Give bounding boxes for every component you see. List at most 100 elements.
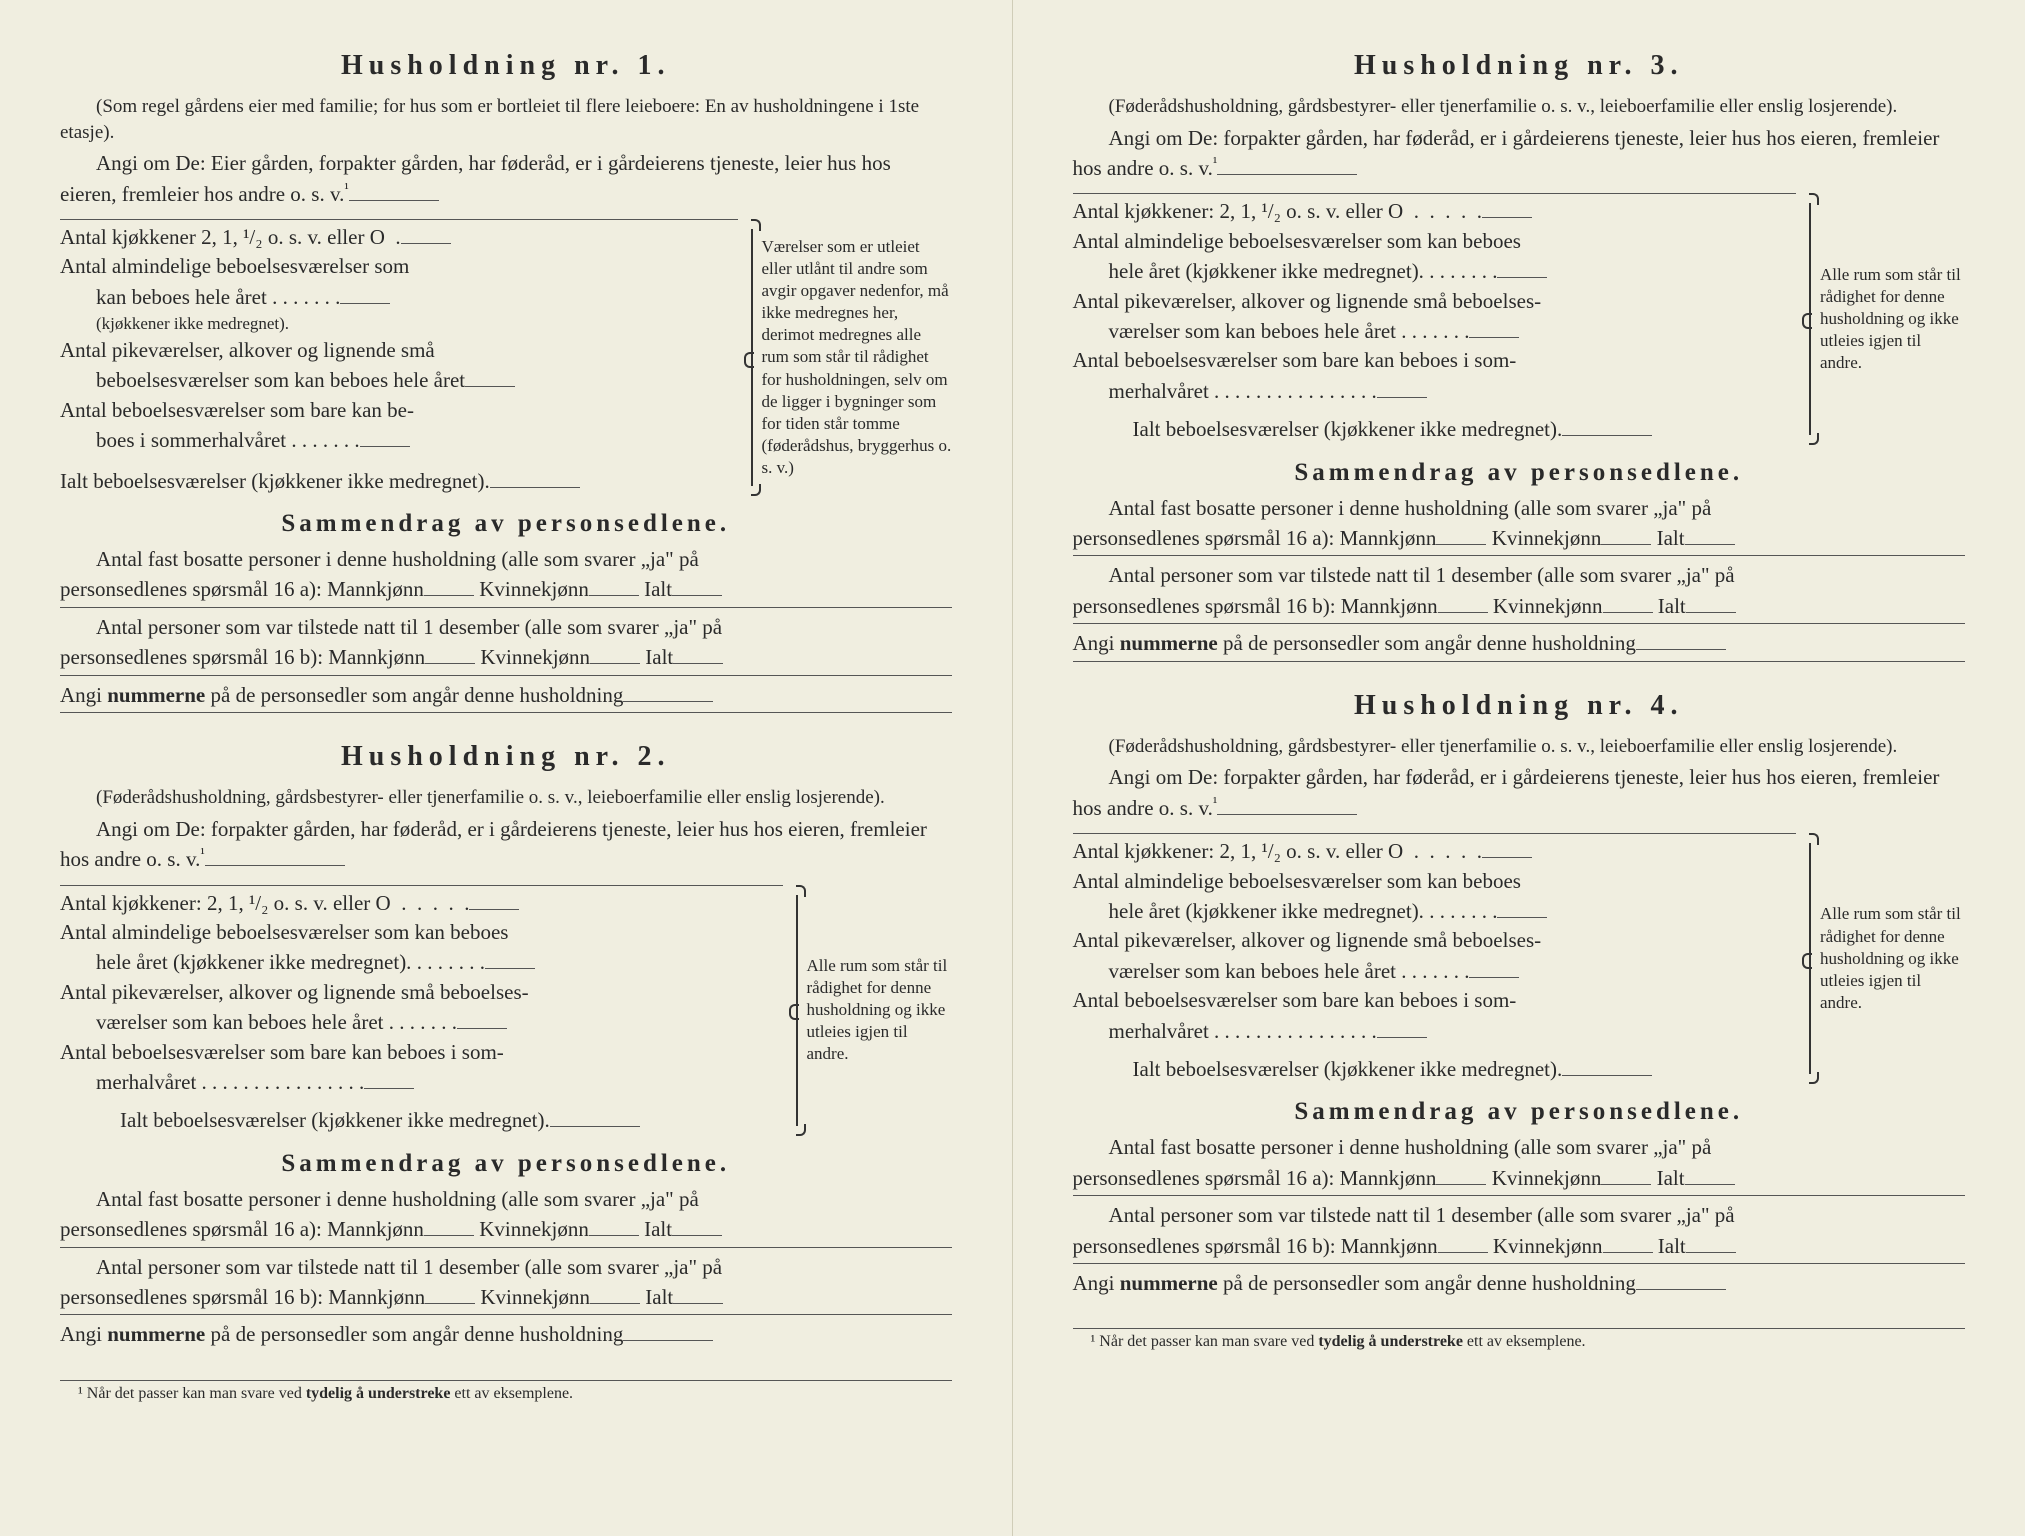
summary-fill: personsedlenes spørsmål 16 b): Mannkjønn…: [60, 642, 952, 675]
blank-field[interactable]: [1686, 591, 1736, 613]
household-3: Husholdning nr. 3. (Føderådshusholdning,…: [1073, 50, 1966, 662]
hh4-room-block: Antal kjøkkener: 2, 1, ¹/₂ o. s. v. elle…: [1073, 833, 1966, 1084]
text: Angi om De: forpakter gården, har føderå…: [1073, 765, 1940, 819]
blank-field[interactable]: [672, 574, 722, 596]
blank-field[interactable]: [469, 888, 519, 910]
blank-field[interactable]: [672, 1214, 722, 1236]
hh3-sidenote: Alle rum som står til rådighet for denne…: [1796, 193, 1965, 444]
blank-field[interactable]: [589, 1214, 639, 1236]
text: kan beboes hele året: [96, 285, 267, 309]
blank-field[interactable]: [1601, 523, 1651, 545]
room-row: værelser som kan beboes hele året: [1073, 316, 1797, 346]
blank-field[interactable]: [1636, 628, 1726, 650]
blank-field[interactable]: [1601, 1163, 1651, 1185]
text: personsedlenes spørsmål 16 a): Mannkjønn: [1073, 526, 1437, 550]
blank-field[interactable]: [485, 947, 535, 969]
blank-field[interactable]: [1603, 591, 1653, 613]
text: Antal almindelige beboelsesværelser som …: [1073, 869, 1521, 893]
text: personsedlenes spørsmål 16 a): Mannkjønn: [1073, 1166, 1437, 1190]
blank-field[interactable]: [205, 844, 345, 866]
blank-field[interactable]: [1217, 793, 1357, 815]
blank-field[interactable]: [349, 179, 439, 201]
sidenote-text: Alle rum som står til rådighet for denne…: [1820, 903, 1965, 1013]
text: Antal almindelige beboelsesværelser som: [60, 254, 409, 278]
household-4: Husholdning nr. 4. (Føderådshusholdning,…: [1073, 690, 1966, 1301]
blank-field[interactable]: [589, 574, 639, 596]
blank-field[interactable]: [1436, 523, 1486, 545]
blank-field[interactable]: [623, 1319, 713, 1341]
blank-field[interactable]: [1685, 523, 1735, 545]
blank-field[interactable]: [1469, 316, 1519, 338]
room-row: værelser som kan beboes hele året: [60, 1007, 783, 1037]
blank-field[interactable]: [424, 574, 474, 596]
blank-field[interactable]: [425, 1282, 475, 1304]
text: Kvinnekjønn: [1493, 1234, 1603, 1258]
blank-field[interactable]: [1482, 836, 1532, 858]
blank-field[interactable]: [673, 1282, 723, 1304]
room-row: Antal almindelige beboelsesværelser som …: [1073, 867, 1797, 896]
blank-field[interactable]: [1377, 376, 1427, 398]
blank-field[interactable]: [590, 642, 640, 664]
text-bold: nummerne: [107, 1322, 205, 1346]
blank-field[interactable]: [1562, 1054, 1652, 1076]
blank-field[interactable]: [1562, 414, 1652, 436]
blank-field[interactable]: [457, 1007, 507, 1029]
blank-field[interactable]: [424, 1214, 474, 1236]
text: Kvinnekjønn: [1492, 526, 1602, 550]
text-bold: tydelig å understreke: [1318, 1333, 1463, 1350]
page-right: Husholdning nr. 3. (Føderådshusholdning,…: [1013, 0, 2025, 1536]
blank-field[interactable]: [401, 222, 451, 244]
blank-field[interactable]: [673, 642, 723, 664]
text: Antal beboelsesværelser som bare kan beb…: [60, 1040, 504, 1064]
blank-field[interactable]: [590, 1282, 640, 1304]
blank-field[interactable]: [1482, 196, 1532, 218]
room-row: Antal kjøkkener: 2, 1, ¹/₂ o. s. v. elle…: [60, 885, 783, 918]
text: ett av eksemplene.: [1463, 1333, 1586, 1350]
text: Antal kjøkkener: 2, 1, ¹/₂ o. s. v. elle…: [1073, 199, 1404, 223]
text: Ialt beboelsesværelser (kjøkkener ikke m…: [1133, 417, 1563, 441]
room-row: Antal beboelsesværelser som bare kan beb…: [1073, 986, 1797, 1015]
blank-field[interactable]: [623, 680, 713, 702]
blank-field[interactable]: [550, 1105, 640, 1127]
blank-field[interactable]: [1469, 956, 1519, 978]
blank-field[interactable]: [1603, 1231, 1653, 1253]
blank-field[interactable]: [1497, 256, 1547, 278]
hh4-angi: Angi om De: forpakter gården, har føderå…: [1073, 763, 1966, 823]
room-row: merhalvåret: [60, 1067, 783, 1097]
household-1: Husholdning nr. 1. (Som regel gårdens ei…: [60, 50, 952, 713]
blank-field[interactable]: [425, 642, 475, 664]
summary-title: Sammendrag av personsedlene.: [60, 1150, 952, 1178]
blank-field[interactable]: [1438, 591, 1488, 613]
blank-field[interactable]: [490, 466, 580, 488]
summary-fill: personsedlenes spørsmål 16 a): Mannkjønn…: [60, 574, 952, 607]
blank-field[interactable]: [1377, 1016, 1427, 1038]
blank-field[interactable]: [340, 282, 390, 304]
blank-field[interactable]: [1497, 896, 1547, 918]
hh2-angi: Angi om De: forpakter gården, har føderå…: [60, 815, 952, 875]
dots: [286, 428, 360, 452]
brace-icon: [1802, 193, 1816, 444]
summary-line: Antal fast bosatte personer i denne hush…: [60, 1184, 952, 1214]
blank-field[interactable]: [1636, 1268, 1726, 1290]
hh1-room-list: Antal kjøkkener 2, 1, ¹/₂ o. s. v. eller…: [60, 219, 738, 496]
text: Antal beboelsesværelser som bare kan beb…: [1073, 988, 1517, 1012]
text: hele året (kjøkkener ikke medregnet).: [96, 950, 411, 974]
blank-field[interactable]: [465, 365, 515, 387]
blank-field[interactable]: [1436, 1163, 1486, 1185]
text: Antal almindelige beboelsesværelser som …: [60, 920, 508, 944]
blank-field[interactable]: [364, 1067, 414, 1089]
hh2-title: Husholdning nr. 2.: [60, 741, 952, 773]
footnote-right: ¹ Når det passer kan man svare ved tydel…: [1073, 1328, 1966, 1351]
blank-field[interactable]: [1438, 1231, 1488, 1253]
blank-field[interactable]: [1685, 1163, 1735, 1185]
blank-field[interactable]: [1686, 1231, 1736, 1253]
brace-icon: [789, 885, 803, 1136]
text: merhalvåret: [1109, 379, 1209, 403]
blank-field[interactable]: [360, 425, 410, 447]
text: Angi: [1073, 631, 1120, 655]
hh3-angi: Angi om De: forpakter gården, har føderå…: [1073, 124, 1966, 184]
summary-title: Sammendrag av personsedlene.: [60, 510, 952, 538]
summary-title: Sammendrag av personsedlene.: [1073, 1098, 1966, 1126]
hh1-sidenote: Værelser som er utleiet eller utlånt til…: [738, 219, 952, 496]
blank-field[interactable]: [1217, 153, 1357, 175]
